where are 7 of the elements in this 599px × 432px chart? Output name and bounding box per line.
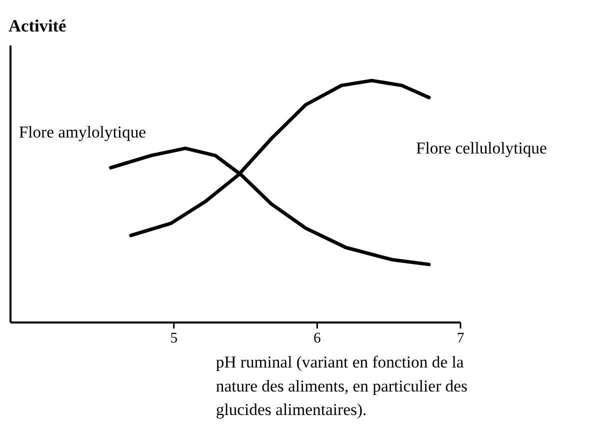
series-label: Flore amylolytique [18,122,146,142]
x-tick-label: 5 [170,330,178,346]
x-axis-title: pH ruminal (variant en fonction de la nature des aliments, en particulier des glucides alimentaires). [216,352,468,419]
y-axis-title: Activité [8,16,67,36]
x-tick-label: 7 [456,330,464,346]
x-tick-label: 6 [314,330,321,346]
text: Flore cellulolytique [416,138,547,158]
